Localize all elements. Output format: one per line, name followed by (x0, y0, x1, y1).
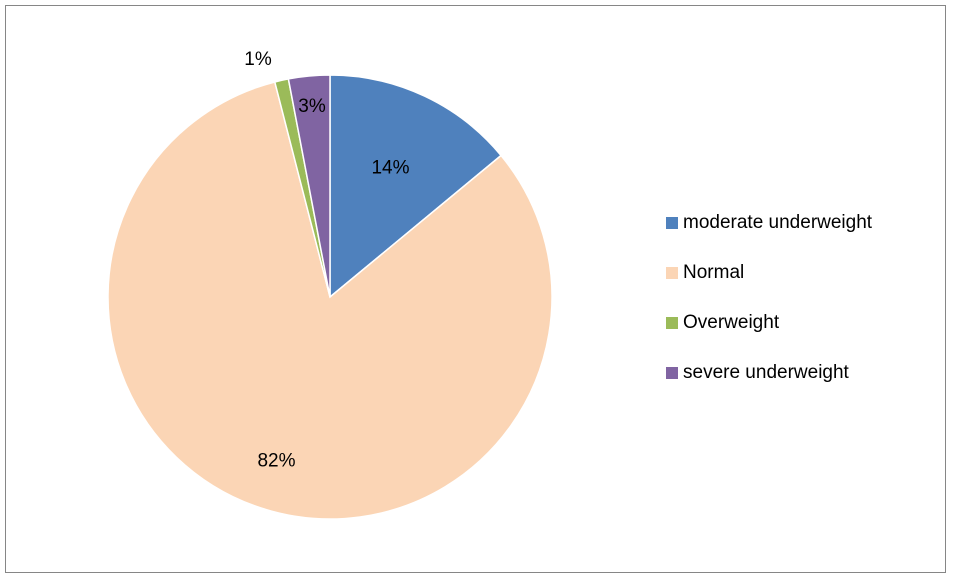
data-label-normal: 82% (257, 451, 295, 472)
data-label-overweight: 1% (244, 49, 272, 70)
pie-data-labels: 14% 82% 1% 3% (244, 49, 409, 472)
legend-label: moderate underweight (683, 212, 873, 233)
pie-slices (107, 74, 553, 520)
legend-item-normal: Normal (666, 260, 872, 286)
pie-slice-moderate-underweight (329, 74, 503, 299)
legend-label: Overweight (683, 312, 780, 333)
pie-slice-normal (107, 81, 553, 520)
chart-area: 14% 82% 1% 3% moderate underweight Normal O… (5, 5, 946, 573)
legend-swatch (666, 267, 678, 279)
legend-label: Normal (683, 262, 745, 283)
data-label-moderate-underweight: 14% (371, 157, 409, 178)
pie-slice-severe-underweight (287, 74, 331, 298)
legend-item-moderate-underweight: moderate underweight (666, 210, 872, 236)
legend: moderate underweight Normal Overweight s… (666, 210, 872, 410)
legend-item-severe-underweight: severe underweight (666, 360, 872, 386)
pie-chart: 14% 82% 1% 3% (107, 49, 553, 520)
legend-swatch (666, 317, 678, 329)
legend-item-overweight: Overweight (666, 310, 872, 336)
legend-label: severe underweight (683, 362, 849, 383)
data-label-severe-underweight: 3% (298, 96, 326, 117)
legend-swatch (666, 367, 678, 379)
legend-swatch (666, 217, 678, 229)
